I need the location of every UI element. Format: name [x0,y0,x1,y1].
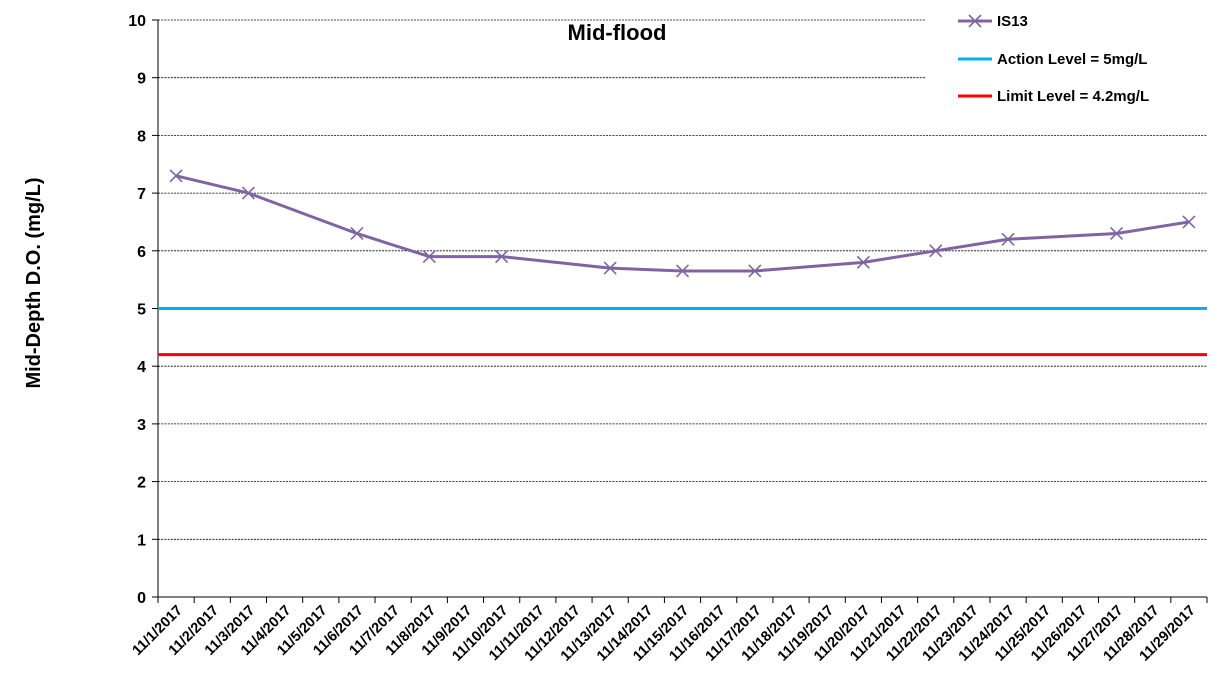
y-tick-label: 5 [137,302,146,319]
x-tick-labels: 11/1/201711/2/201711/3/201711/4/201711/5… [130,597,1208,665]
legend: IS13 Action Level = 5mg/L Limit Level = 4.… [958,13,1149,105]
data-point-marker [422,250,436,264]
y-tick-label: 2 [137,475,146,492]
data-point-marker [856,255,870,269]
y-tick-labels: 0 1 2 3 4 5 6 7 8 9 10 [128,13,158,607]
y-tick-label: 0 [137,590,146,607]
y-tick-label: 9 [137,71,146,88]
data-point-marker [169,169,183,183]
chart-title: Mid-flood [568,20,667,45]
y-tick-label: 1 [137,532,146,549]
y-tick-label: 10 [128,13,146,30]
data-point-marker [495,250,509,264]
legend-item: Action Level = 5mg/L [958,51,1147,68]
y-tick-label: 6 [137,244,146,261]
data-point-marker [603,261,617,275]
series-line [175,174,1190,273]
data-point-marker [1001,232,1015,246]
reference-lines [158,307,1207,357]
data-point-marker [929,244,943,258]
y-axis-label: Mid-Depth D.O. (mg/L) [23,177,45,388]
data-point-marker [1110,226,1124,241]
legend-label: IS13 [997,13,1028,30]
series-lines [169,169,1196,278]
data-point-marker [748,264,762,278]
y-tick-label: 3 [137,417,146,434]
y-tick-label: 8 [137,128,146,145]
y-tick-label: 7 [137,186,146,203]
data-point-marker [241,186,255,200]
legend-label: Limit Level = 4.2mg/L [997,88,1149,105]
legend-label: Action Level = 5mg/L [997,51,1147,68]
data-point-marker [1182,215,1196,229]
y-tick-label: 4 [137,359,146,376]
legend-item: Limit Level = 4.2mg/L [958,88,1149,105]
data-point-marker [675,264,690,278]
legend-item: IS13 [958,13,1028,30]
data-point-marker [350,226,364,241]
